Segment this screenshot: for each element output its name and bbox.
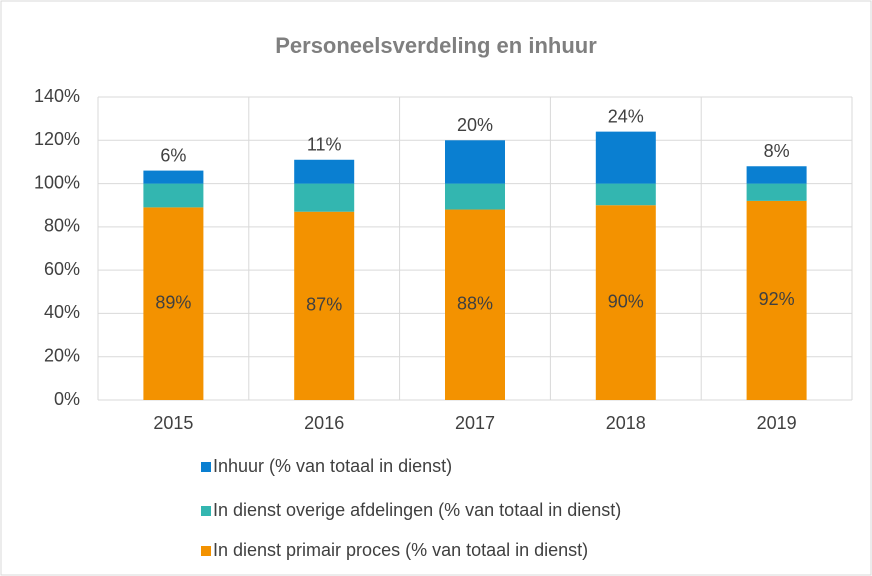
bar-segment [143,207,204,400]
bar-segment [746,166,807,184]
bar-segment [746,200,807,400]
legend-swatch [201,506,211,516]
data-label: 87% [306,295,342,315]
bar-segment [294,211,355,400]
legend-swatch [201,546,211,556]
bar-segment [143,170,204,184]
y-tick-label: 40% [44,302,80,322]
bar-segment [595,131,656,184]
x-tick-label: 2015 [153,413,193,433]
x-tick-label: 2017 [455,413,495,433]
x-tick-label: 2016 [304,413,344,433]
chart-title: Personeelsverdeling en inhuur [275,33,597,58]
x-tick-label: 2018 [606,413,646,433]
data-label: 88% [457,294,493,314]
legend-label: Inhuur (% van totaal in dienst) [213,456,452,476]
y-tick-label: 80% [44,216,80,236]
legend-label: In dienst primair proces (% van totaal i… [213,540,588,560]
bar-segment [143,183,204,208]
y-tick-label: 140% [34,86,80,106]
bar-segment [445,183,505,210]
bar-segment [294,183,355,212]
y-tick-label: 100% [34,172,80,192]
bar-segment [746,183,807,201]
bar-segment [595,205,656,400]
bar-segment [595,183,656,206]
bar-segment [445,209,505,400]
x-tick-label: 2019 [757,413,797,433]
data-label: 90% [608,291,644,311]
data-label: 89% [155,292,191,312]
data-label: 6% [160,145,186,165]
data-label: 92% [759,289,795,309]
y-tick-label: 60% [44,259,80,279]
data-label: 24% [608,106,644,126]
legend-swatch [201,462,211,472]
data-label: 20% [457,115,493,135]
data-label: 8% [764,141,790,161]
y-tick-label: 0% [54,389,80,409]
bar-segment [294,159,355,184]
y-tick-label: 120% [34,129,80,149]
bar-segment [445,140,505,184]
y-tick-label: 20% [44,345,80,365]
data-label: 11% [307,135,342,155]
legend-label: In dienst overige afdelingen (% van tota… [213,500,621,520]
